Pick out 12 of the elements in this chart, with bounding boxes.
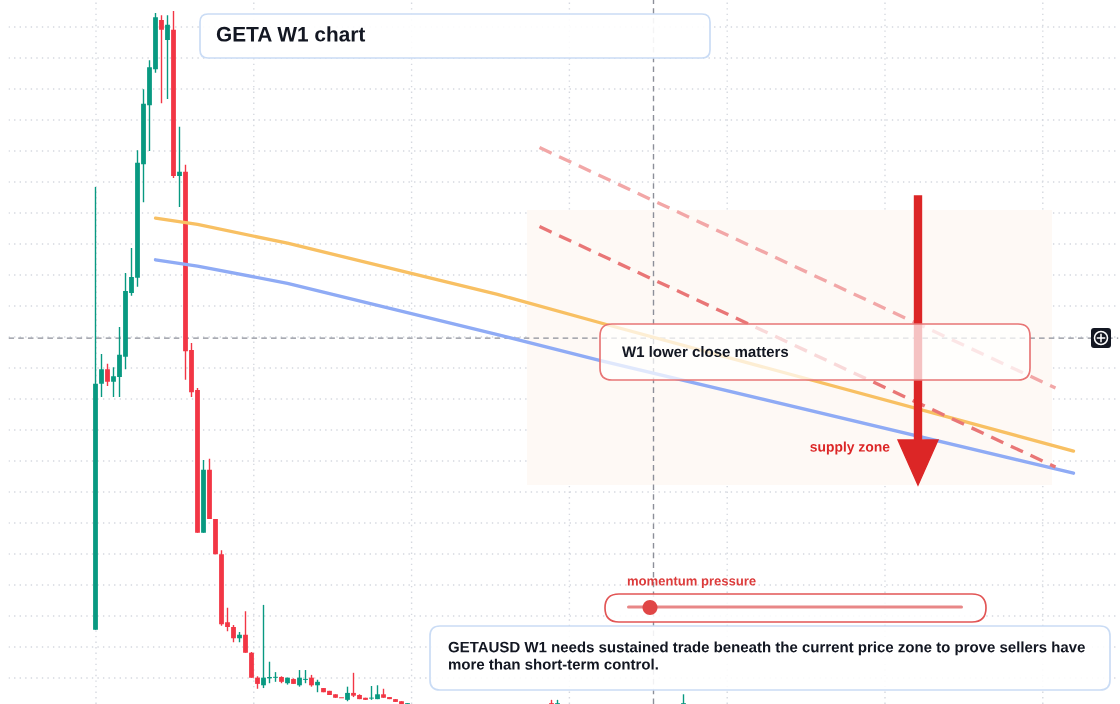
candlestick bbox=[105, 363, 110, 387]
annotation: W1 lower close matters bbox=[622, 346, 789, 358]
text: GETA W1 chart bbox=[216, 26, 366, 42]
candlestick bbox=[99, 353, 104, 398]
candlestick bbox=[165, 14, 170, 100]
candlestick bbox=[177, 126, 182, 208]
annotation: GETAUSD W1 needs sustained trade beneath the current price zone to prove sellers have more than short-term control. bbox=[448, 641, 1085, 670]
annotation: momentum pressure bbox=[627, 576, 756, 589]
candlestick bbox=[159, 14, 164, 104]
candlestick bbox=[243, 610, 248, 654]
band-label: supply zone bbox=[810, 441, 890, 455]
candlestick bbox=[261, 604, 266, 689]
